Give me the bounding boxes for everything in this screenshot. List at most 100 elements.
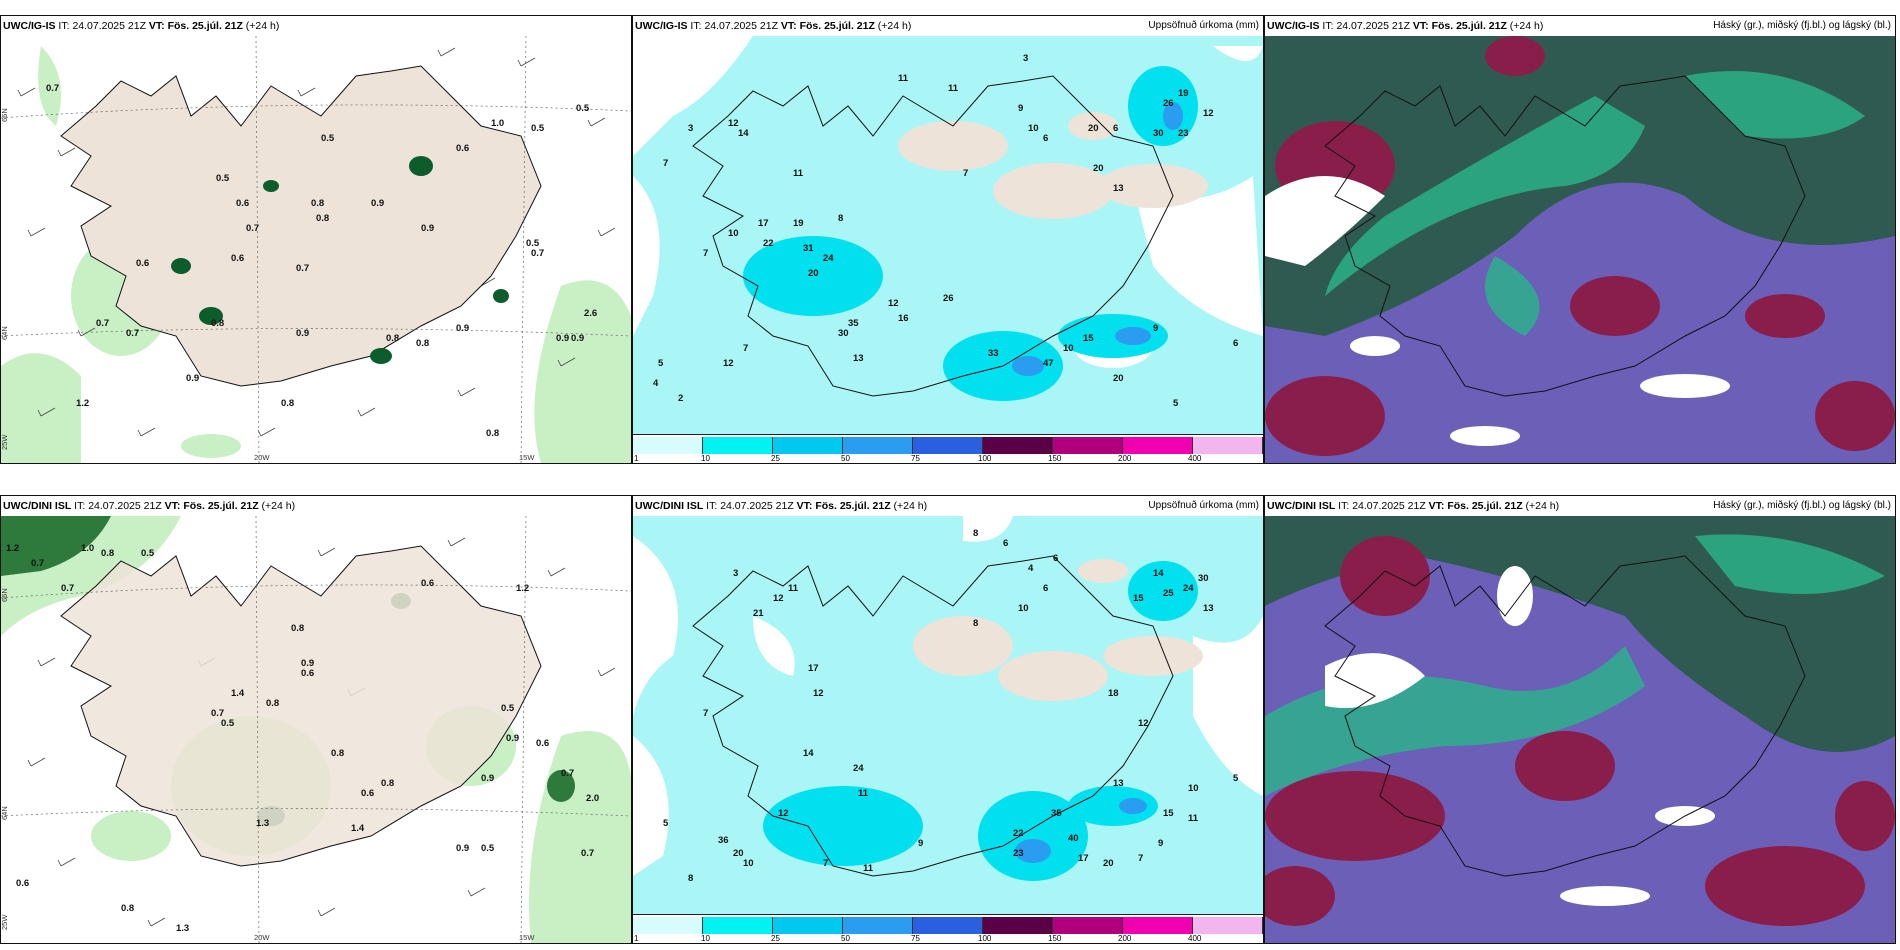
svg-text:24: 24 [1183, 583, 1194, 594]
it-value: 24.07.2025 21Z [704, 20, 778, 32]
lead-time: (+24 h) [877, 20, 912, 32]
svg-text:0.6: 0.6 [456, 143, 469, 154]
svg-text:7: 7 [963, 168, 968, 179]
svg-text:0.6: 0.6 [136, 258, 149, 269]
svg-text:6: 6 [1043, 133, 1048, 144]
svg-text:64N: 64N [1, 326, 9, 340]
svg-text:0.7: 0.7 [96, 318, 109, 329]
svg-text:0.5: 0.5 [481, 843, 495, 854]
svg-text:3: 3 [688, 123, 693, 134]
svg-text:10: 10 [728, 228, 739, 239]
svg-text:35: 35 [848, 318, 859, 329]
svg-text:0.5: 0.5 [526, 238, 540, 249]
svg-text:7: 7 [703, 708, 708, 719]
vt-label: VT: [796, 500, 813, 512]
svg-text:8: 8 [973, 618, 978, 629]
svg-text:21: 21 [753, 608, 764, 619]
svg-text:17: 17 [758, 218, 769, 229]
svg-text:0.7: 0.7 [296, 263, 309, 274]
svg-text:10: 10 [1018, 603, 1029, 614]
colorbar-swatch [1123, 917, 1193, 934]
svg-text:13: 13 [1113, 183, 1124, 194]
model-name: UWC/DINI ISL [3, 500, 72, 512]
svg-text:22: 22 [763, 238, 774, 249]
colorbar-label: 200 [1118, 934, 1132, 943]
panel-header: UWC/DINI ISL IT: 24.07.2025 21Z VT: Fös.… [1265, 496, 1895, 516]
map-view[interactable]: 0.7 0.5 0.5 1.0 0.6 0.5 0.6 0.8 0.9 0.7 … [1, 36, 631, 463]
svg-text:20W: 20W [254, 453, 270, 462]
map-view[interactable]: 3 3 11 11 10 14 12 6 9 6 20 26 30 23 19 … [633, 36, 1263, 448]
svg-text:35: 35 [1051, 808, 1062, 819]
svg-text:20: 20 [1088, 123, 1099, 134]
svg-text:9: 9 [1158, 838, 1163, 849]
moderate-precip [763, 561, 1198, 881]
svg-text:0.6: 0.6 [301, 668, 314, 679]
vt-label: VT: [148, 20, 165, 32]
svg-text:0.8: 0.8 [121, 903, 134, 914]
svg-text:0.6: 0.6 [536, 738, 549, 749]
iceland-coastline [692, 555, 1174, 877]
svg-text:13: 13 [1203, 603, 1214, 614]
svg-text:0.8: 0.8 [101, 548, 114, 559]
colorbar-swatch [1193, 917, 1263, 934]
svg-text:12: 12 [1138, 718, 1149, 729]
vt-value: Fös. 25.júl. 21Z [1431, 20, 1507, 32]
svg-text:47: 47 [1043, 358, 1054, 369]
precip-colorbar: 1 10 25 50 75 100 150 200 400 [633, 914, 1263, 943]
it-value: 24.07.2025 21Z [72, 20, 146, 32]
colorbar-swatch [703, 917, 773, 934]
map-view[interactable]: 8 6 3 6 4 14 10 12 8 6 21 11 25 24 30 15… [633, 516, 1263, 928]
it-value: 24.07.2025 21Z [1352, 500, 1426, 512]
svg-text:11: 11 [863, 863, 874, 874]
mid-cloud-layer [1325, 71, 1865, 336]
vt-label: VT: [164, 500, 181, 512]
colorbar-swatch [773, 437, 843, 454]
panel-dini-isl-cloud-cover: UWC/DINI ISL IT: 24.07.2025 21Z VT: Fös.… [1264, 495, 1896, 944]
it-label: IT: [1322, 20, 1334, 32]
svg-text:4: 4 [1028, 563, 1034, 574]
svg-text:0.7: 0.7 [46, 83, 59, 94]
svg-text:11: 11 [858, 788, 869, 799]
panel-ig-is-wind-precip: UWC/IG-IS IT: 24.07.2025 21Z VT: Fös. 25… [0, 15, 632, 464]
model-name: UWC/IG-IS [3, 20, 56, 32]
svg-text:8: 8 [838, 213, 843, 224]
svg-text:1.0: 1.0 [81, 543, 94, 554]
vt-value: Fös. 25.júl. 21Z [183, 500, 259, 512]
panel-ig-is-cloud-cover: UWC/IG-IS IT: 24.07.2025 21Z VT: Fös. 25… [1264, 15, 1896, 464]
panel-header: UWC/IG-IS IT: 24.07.2025 21Z VT: Fös. 25… [1, 16, 631, 36]
map-view[interactable] [1265, 516, 1895, 943]
svg-text:64N: 64N [1, 806, 9, 820]
svg-text:6: 6 [1233, 338, 1238, 349]
svg-text:1.3: 1.3 [176, 923, 189, 934]
svg-text:0.6: 0.6 [421, 578, 434, 589]
svg-text:7: 7 [1138, 853, 1143, 864]
svg-text:20: 20 [1113, 373, 1124, 384]
svg-text:18: 18 [1108, 688, 1119, 699]
svg-text:6: 6 [1043, 583, 1048, 594]
svg-text:30: 30 [1153, 128, 1164, 139]
colorbar-label: 150 [1048, 934, 1062, 943]
svg-text:0.9: 0.9 [371, 198, 384, 209]
svg-text:11: 11 [793, 168, 804, 179]
svg-text:15: 15 [1083, 333, 1094, 344]
svg-text:7: 7 [703, 248, 708, 259]
svg-text:1.4: 1.4 [351, 823, 365, 834]
svg-text:0.7: 0.7 [246, 223, 259, 234]
it-label: IT: [690, 20, 702, 32]
colorbar-swatch [843, 437, 913, 454]
svg-text:25W: 25W [1, 914, 9, 930]
svg-text:0.6: 0.6 [236, 198, 249, 209]
axis-labels: 66N 64N 25W 20W 15W [1, 588, 535, 942]
map-view[interactable]: 1.2 0.7 1.0 0.8 0.5 0.6 0.7 1.2 0.5 0.8 … [1, 516, 631, 943]
colorbar-swatch [1053, 437, 1123, 454]
colorbar-swatch [913, 437, 983, 454]
svg-text:20: 20 [733, 848, 744, 859]
map-view[interactable] [1265, 36, 1895, 463]
precip-value-labels: 1.2 0.7 1.0 0.8 0.5 0.6 0.7 1.2 0.5 0.8 … [6, 543, 599, 934]
svg-text:1.3: 1.3 [256, 818, 269, 829]
svg-text:11: 11 [1188, 813, 1199, 824]
svg-text:0.9: 0.9 [481, 773, 494, 784]
svg-text:5: 5 [1233, 773, 1239, 784]
colorbar-swatch [983, 437, 1053, 454]
iceland-coastline [1324, 75, 1806, 397]
